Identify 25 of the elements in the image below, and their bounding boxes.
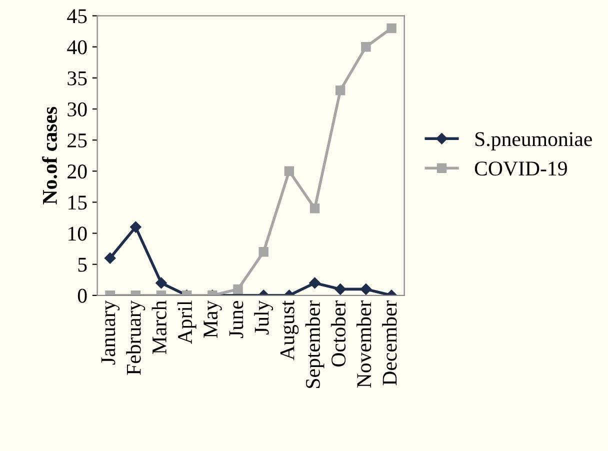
y-tick-label: 10 xyxy=(68,226,87,241)
x-tick-label: September xyxy=(305,300,324,388)
y-axis-title: No.of cases xyxy=(42,106,58,204)
x-tick-label: April xyxy=(177,300,196,344)
x-tick-label: January xyxy=(101,300,120,365)
y-tick-label: 0 xyxy=(78,288,87,303)
y-tick-label: 30 xyxy=(68,102,87,116)
y-tick-label: 15 xyxy=(68,196,87,210)
x-tick-label: July xyxy=(254,300,274,335)
y-tick-label: 45 xyxy=(67,9,87,24)
x-tick-label: November xyxy=(356,300,372,388)
x-tick-label: February xyxy=(126,300,146,375)
legend-label: S.pneumoniae xyxy=(475,132,592,150)
y-tick-label: 40 xyxy=(67,40,87,54)
legend-label: COVID-19 xyxy=(474,162,567,176)
x-tick-label: June xyxy=(229,300,244,338)
y-tick-label: 5 xyxy=(78,258,87,272)
x-tick-label: August xyxy=(280,300,299,360)
x-tick-label: March xyxy=(152,300,166,354)
y-tick-label: 25 xyxy=(68,133,87,148)
x-tick-label: December xyxy=(382,300,397,386)
x-tick-label: October xyxy=(330,300,346,367)
x-tick-label: May xyxy=(204,300,222,338)
y-tick-label: 35 xyxy=(68,71,87,86)
y-tick-label: 20 xyxy=(68,164,87,179)
